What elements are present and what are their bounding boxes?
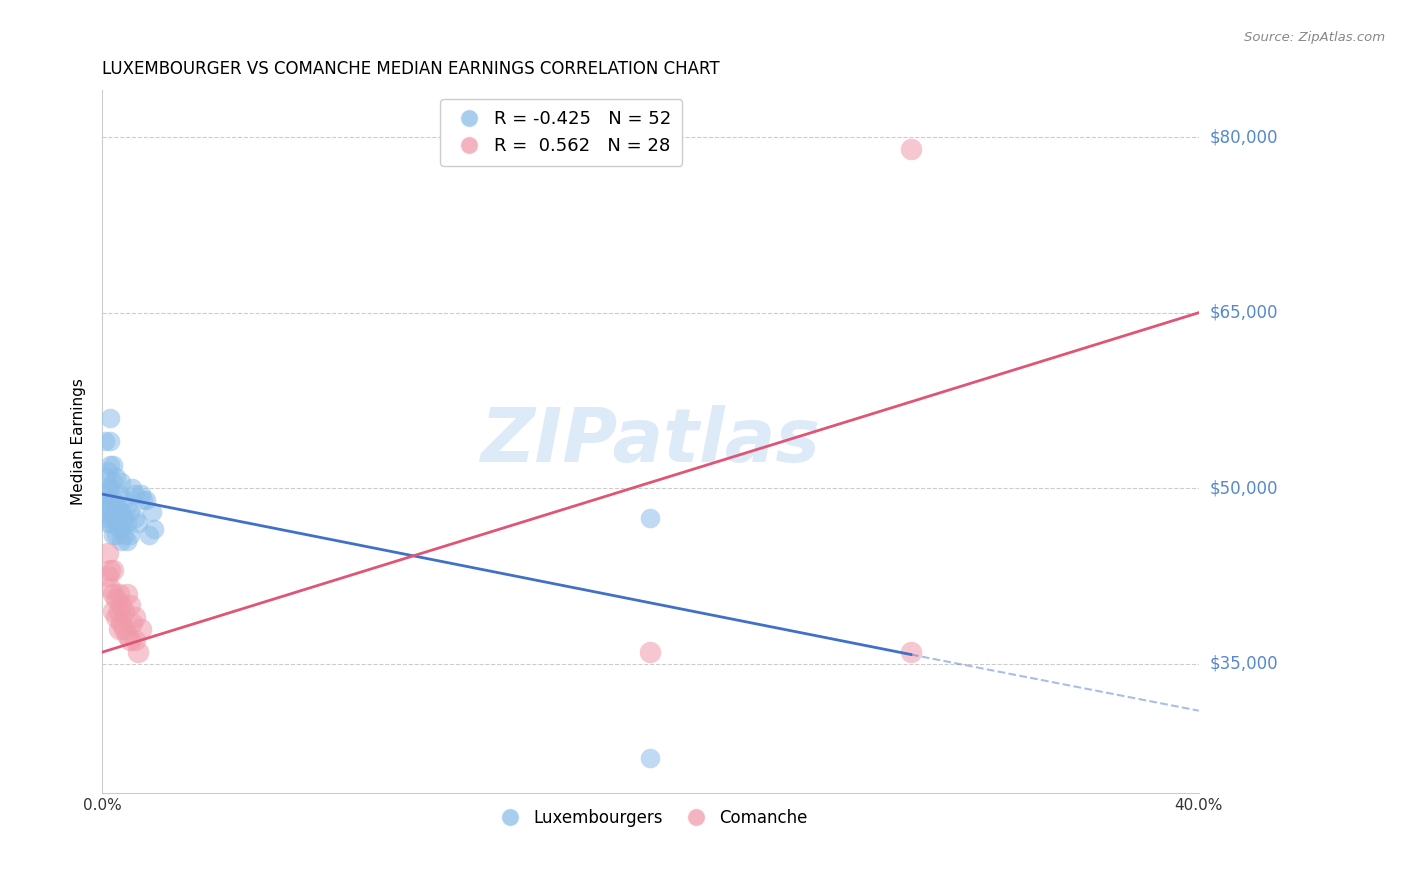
Point — [107, 505, 129, 519]
Point — [132, 493, 155, 508]
Point — [101, 563, 124, 577]
Point — [107, 487, 129, 501]
Point — [121, 615, 143, 630]
Y-axis label: Median Earnings: Median Earnings — [72, 378, 86, 505]
Point — [97, 493, 120, 508]
Point — [97, 569, 120, 583]
Point — [101, 475, 124, 490]
Point — [110, 533, 132, 548]
Point — [110, 615, 132, 630]
Point — [97, 516, 120, 531]
Point — [115, 587, 138, 601]
Point — [112, 604, 135, 618]
Point — [143, 522, 166, 536]
Text: $80,000: $80,000 — [1211, 128, 1278, 146]
Point — [94, 505, 117, 519]
Point — [100, 516, 122, 531]
Point — [127, 645, 149, 659]
Point — [104, 610, 127, 624]
Point — [100, 563, 122, 577]
Point — [118, 599, 141, 613]
Point — [640, 645, 662, 659]
Point — [94, 499, 117, 513]
Point — [104, 592, 127, 607]
Text: Source: ZipAtlas.com: Source: ZipAtlas.com — [1244, 31, 1385, 45]
Point — [115, 499, 138, 513]
Point — [115, 533, 138, 548]
Point — [900, 142, 922, 156]
Point — [104, 528, 127, 542]
Text: $50,000: $50,000 — [1211, 479, 1278, 497]
Point — [97, 510, 120, 524]
Point — [97, 481, 120, 495]
Point — [107, 604, 129, 618]
Point — [101, 587, 124, 601]
Point — [100, 581, 122, 595]
Point — [129, 487, 152, 501]
Point — [100, 481, 122, 495]
Point — [124, 610, 146, 624]
Point — [94, 434, 117, 449]
Point — [101, 528, 124, 542]
Point — [110, 505, 132, 519]
Point — [900, 645, 922, 659]
Point — [640, 510, 662, 524]
Point — [104, 516, 127, 531]
Text: $35,000: $35,000 — [1211, 655, 1278, 673]
Point — [112, 622, 135, 636]
Point — [107, 622, 129, 636]
Point — [100, 499, 122, 513]
Point — [127, 516, 149, 531]
Point — [115, 516, 138, 531]
Point — [101, 510, 124, 524]
Point — [107, 587, 129, 601]
Point — [124, 510, 146, 524]
Point — [97, 546, 120, 560]
Point — [94, 487, 117, 501]
Point — [104, 499, 127, 513]
Text: LUXEMBOURGER VS COMANCHE MEDIAN EARNINGS CORRELATION CHART: LUXEMBOURGER VS COMANCHE MEDIAN EARNINGS… — [103, 60, 720, 78]
Point — [107, 522, 129, 536]
Point — [110, 599, 132, 613]
Point — [97, 464, 120, 478]
Point — [112, 493, 135, 508]
Point — [100, 434, 122, 449]
Point — [115, 627, 138, 641]
Point — [118, 505, 141, 519]
Text: ZIPatlas: ZIPatlas — [481, 405, 821, 478]
Point — [135, 493, 157, 508]
Point — [121, 481, 143, 495]
Point — [112, 528, 135, 542]
Point — [100, 411, 122, 425]
Point — [94, 469, 117, 483]
Point — [118, 633, 141, 648]
Point — [124, 633, 146, 648]
Point — [124, 487, 146, 501]
Point — [141, 505, 163, 519]
Point — [101, 604, 124, 618]
Point — [129, 622, 152, 636]
Point — [101, 493, 124, 508]
Point — [104, 469, 127, 483]
Point — [112, 510, 135, 524]
Legend: Luxembourgers, Comanche: Luxembourgers, Comanche — [486, 802, 814, 833]
Point — [640, 750, 662, 764]
Text: $65,000: $65,000 — [1211, 303, 1278, 322]
Point — [100, 458, 122, 472]
Point — [138, 528, 160, 542]
Point — [110, 522, 132, 536]
Point — [101, 458, 124, 472]
Point — [118, 528, 141, 542]
Point — [110, 475, 132, 490]
